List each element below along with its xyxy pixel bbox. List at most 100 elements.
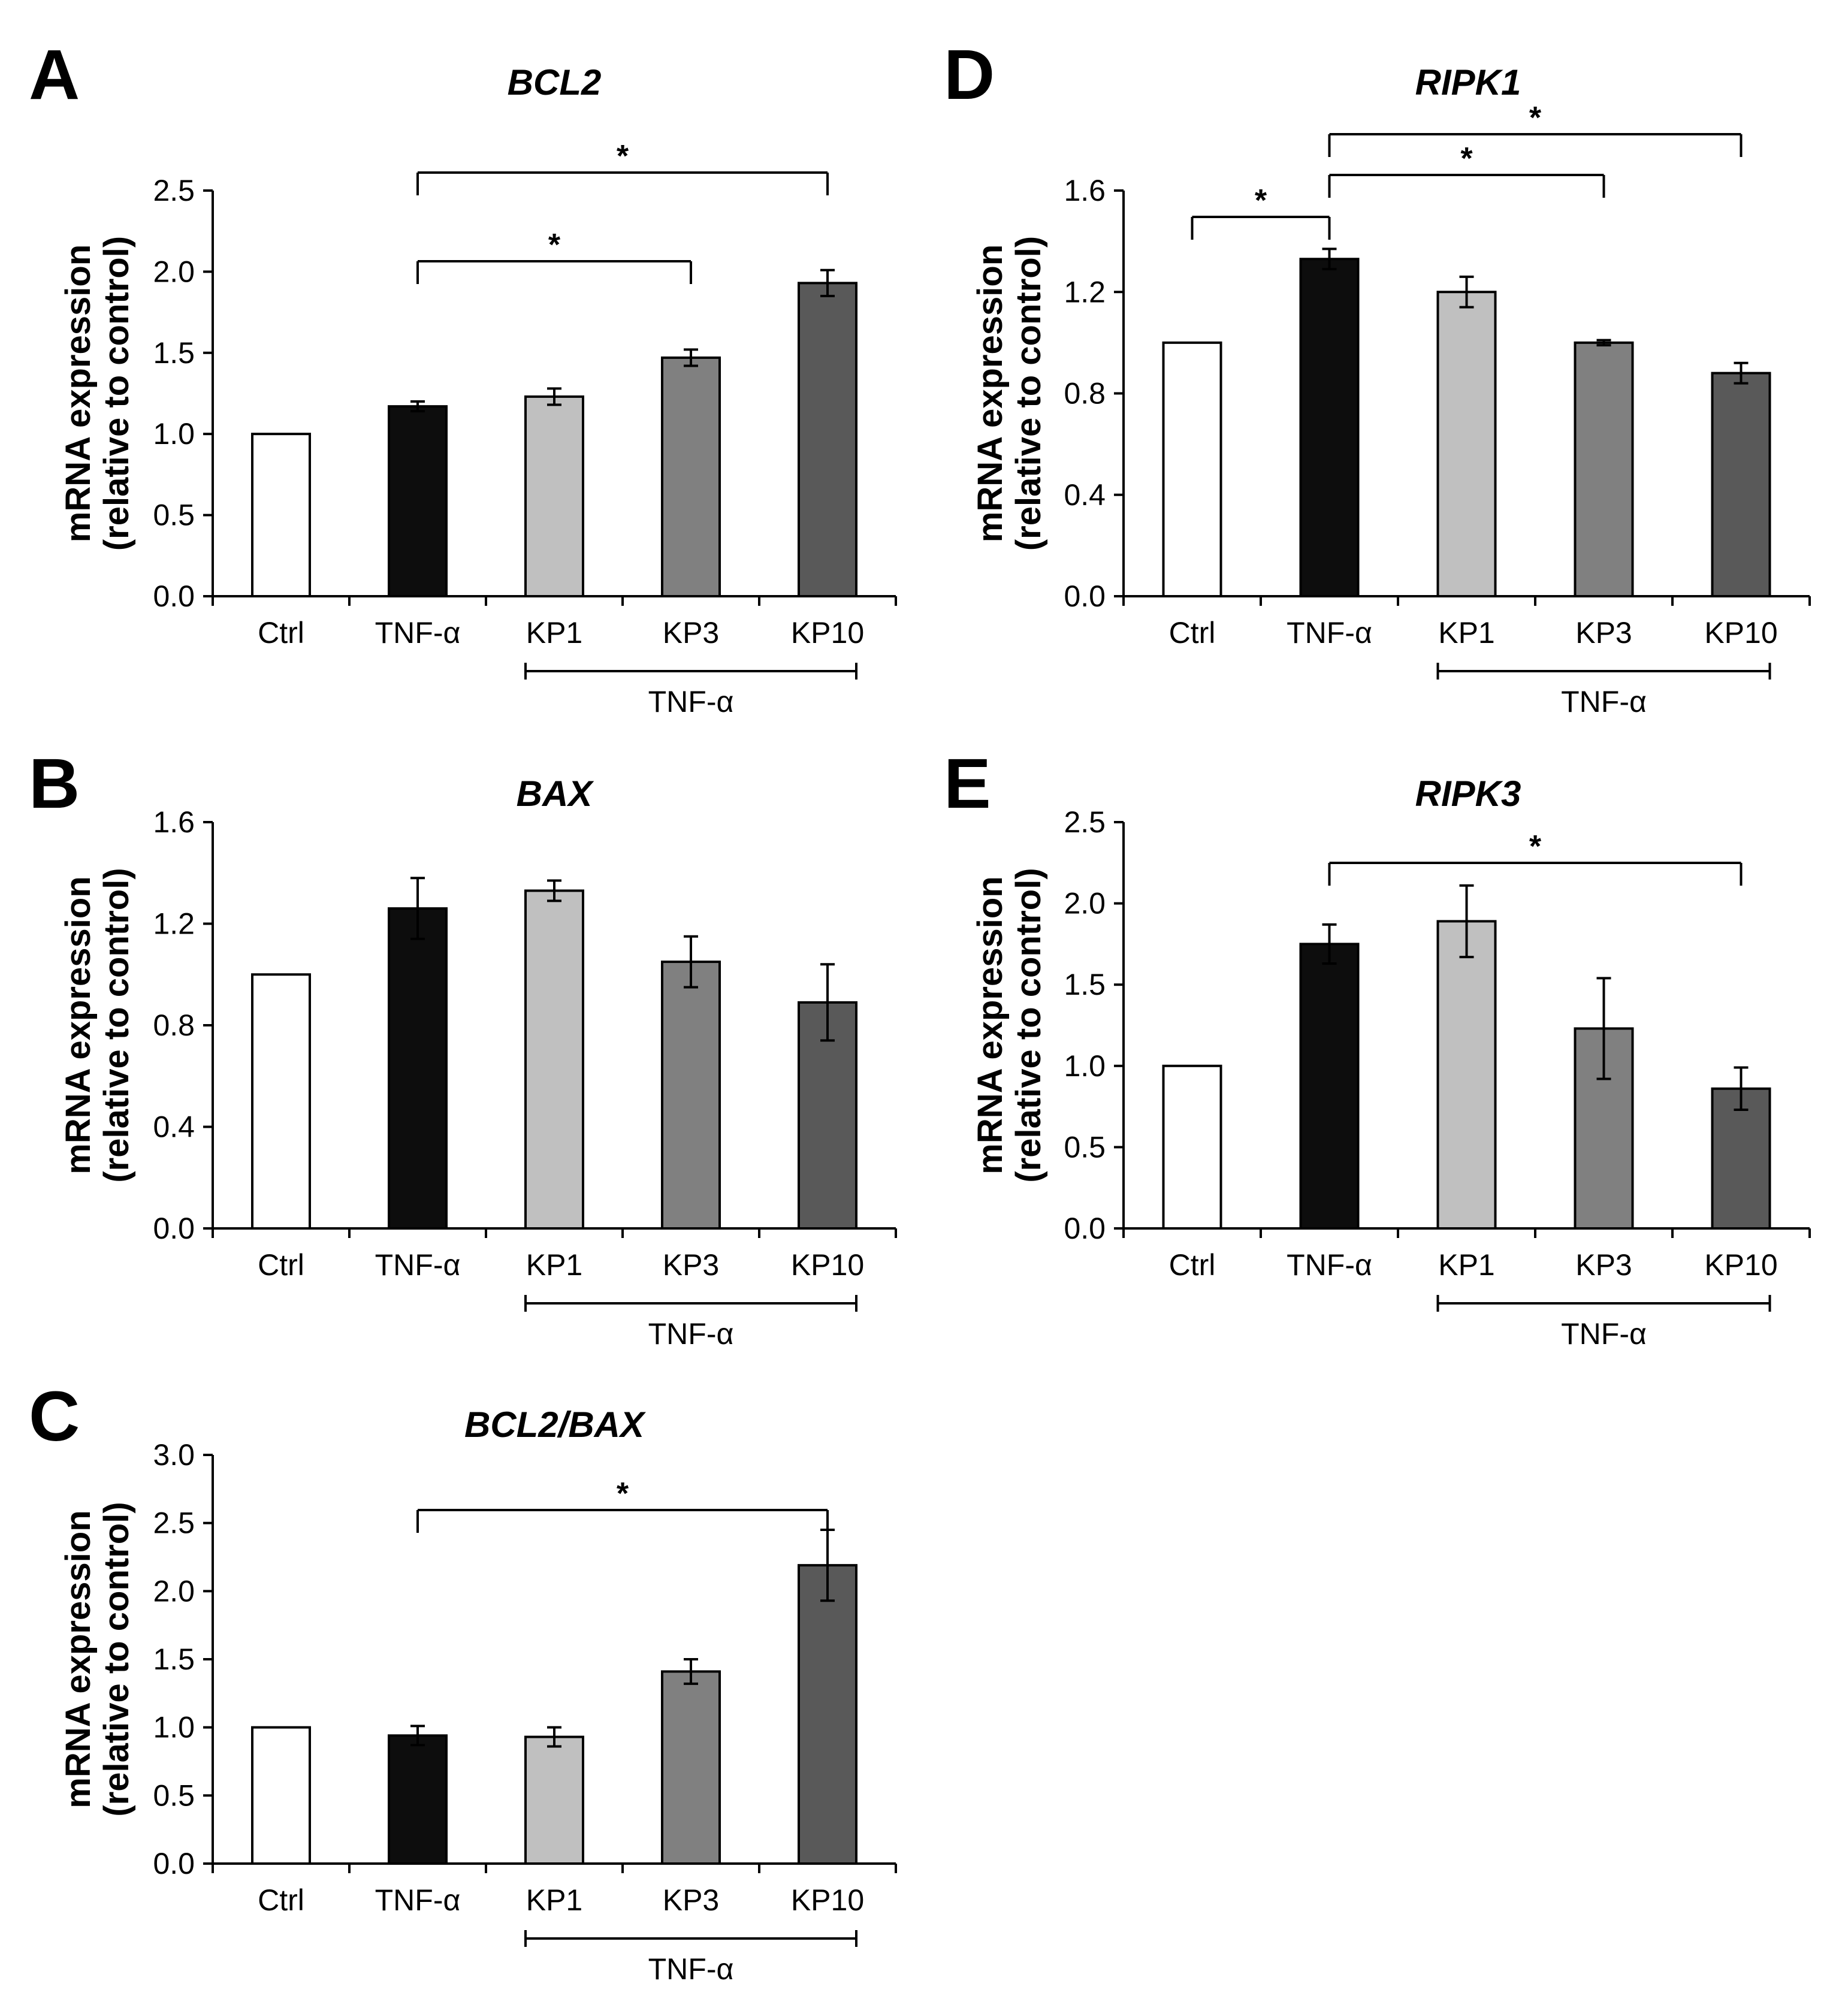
- significance-star: *: [1529, 101, 1542, 135]
- y-axis-label: (relative to control): [97, 868, 136, 1182]
- y-tick-label: 0.0: [153, 579, 195, 613]
- y-tick-label: 2.0: [153, 1574, 195, 1608]
- y-tick-label: 1.0: [153, 1711, 195, 1744]
- panel-a: A BCL2 mRNA expression (relative to control…: [29, 35, 897, 718]
- x-tick-label: Ctrl: [1169, 1248, 1216, 1282]
- y-tick-label: 1.2: [1064, 275, 1106, 309]
- x-tick-label: KP10: [791, 1883, 864, 1917]
- panel-letter: A: [29, 35, 80, 114]
- x-tick-label: Ctrl: [258, 616, 304, 650]
- bar-ctrl: [251, 433, 311, 597]
- y-tick-label: 1.6: [1064, 174, 1106, 207]
- panel-letter: E: [944, 744, 991, 823]
- x-tick-label: TNF-α: [375, 1883, 461, 1917]
- x-tick-label: Ctrl: [258, 1248, 304, 1282]
- bar-kp1: [524, 1735, 584, 1865]
- group-label: TNF-α: [1561, 1317, 1647, 1351]
- bar-kp3: [1574, 341, 1634, 597]
- y-tick-label: 0.0: [1064, 579, 1106, 613]
- panel-letter: B: [29, 744, 80, 823]
- y-axis-label: (relative to control): [97, 236, 136, 551]
- panel-letter: C: [29, 1377, 80, 1456]
- y-tick-label: 2.5: [153, 1506, 195, 1540]
- x-tick-label: KP1: [1438, 616, 1495, 650]
- panel-e: E RIPK3 mRNA expression (relative to contro…: [944, 744, 1811, 1351]
- x-tick-label: TNF-α: [375, 616, 461, 650]
- bar-kp3: [661, 356, 721, 597]
- bar-ctrl: [1162, 341, 1222, 597]
- bar-tnf: [1299, 943, 1360, 1230]
- y-tick-label: 0.5: [1064, 1130, 1106, 1164]
- y-tick-label: 0.4: [1064, 478, 1106, 512]
- bar-kp1: [524, 395, 584, 598]
- bar-ctrl: [251, 1726, 311, 1865]
- significance-star: *: [548, 228, 561, 262]
- x-tick-label: KP3: [1575, 616, 1632, 650]
- x-tick-label: KP10: [1704, 616, 1777, 650]
- x-tick-label: Ctrl: [258, 1883, 304, 1917]
- y-axis-label: (relative to control): [1009, 868, 1048, 1182]
- panel-c: C BCL2/BAX mRNA expression (relative to con…: [29, 1377, 897, 1986]
- significance-star: *: [617, 139, 629, 174]
- chart-title: BAX: [517, 774, 595, 814]
- x-tick-label: KP10: [791, 1248, 864, 1282]
- x-tick-label: KP1: [526, 1883, 583, 1917]
- x-tick-label: KP3: [663, 1248, 720, 1282]
- x-tick-label: KP3: [1575, 1248, 1632, 1282]
- x-tick-label: KP10: [1704, 1248, 1777, 1282]
- y-tick-label: 1.0: [153, 417, 195, 451]
- bar-ctrl: [251, 973, 311, 1230]
- y-tick-label: 2.0: [1064, 887, 1106, 920]
- y-tick-label: 2.0: [153, 255, 195, 288]
- y-tick-label: 1.5: [153, 1642, 195, 1676]
- x-tick-label: KP10: [791, 616, 864, 650]
- y-tick-label: 1.6: [153, 805, 195, 839]
- y-tick-label: 1.5: [1064, 968, 1106, 1001]
- y-tick-label: 1.2: [153, 907, 195, 941]
- x-tick-label: KP1: [526, 616, 583, 650]
- y-axis-label: mRNA expression: [59, 1510, 98, 1808]
- y-tick-label: 0.5: [153, 499, 195, 532]
- y-tick-label: 1.5: [153, 336, 195, 370]
- chart-title: RIPK3: [1415, 774, 1521, 814]
- y-axis-label: mRNA expression: [59, 876, 98, 1174]
- group-label: TNF-α: [648, 1317, 734, 1351]
- y-axis-label: mRNA expression: [971, 876, 1010, 1174]
- y-tick-label: 0.0: [153, 1847, 195, 1880]
- y-tick-label: 0.8: [1064, 377, 1106, 410]
- bar-kp1: [1436, 920, 1497, 1230]
- bar-kp3: [661, 961, 721, 1230]
- bar-kp3: [661, 1670, 721, 1865]
- y-axis-label: mRNA expression: [971, 244, 1010, 542]
- panel-d: D RIPK1 mRNA expression (relative to contro…: [944, 35, 1811, 718]
- chart-title: BCL2/BAX: [464, 1405, 647, 1445]
- bar-kp10: [1711, 372, 1771, 598]
- x-tick-label: KP3: [663, 1883, 720, 1917]
- x-tick-label: KP1: [526, 1248, 583, 1282]
- bar-tnf: [388, 907, 448, 1230]
- panel-letter: D: [944, 35, 995, 114]
- y-tick-label: 2.5: [1064, 805, 1106, 839]
- x-tick-label: TNF-α: [375, 1248, 461, 1282]
- significance-star: *: [1529, 829, 1542, 864]
- significance-star: *: [617, 1476, 629, 1511]
- group-label: TNF-α: [648, 1952, 734, 1986]
- y-tick-label: 2.5: [153, 174, 195, 207]
- bar-kp10: [798, 282, 857, 597]
- group-label: TNF-α: [1561, 685, 1647, 718]
- y-tick-label: 1.0: [1064, 1049, 1106, 1083]
- x-tick-label: TNF-α: [1287, 616, 1372, 650]
- bar-tnf: [388, 1734, 448, 1865]
- bar-ctrl: [1162, 1064, 1222, 1230]
- x-tick-label: KP1: [1438, 1248, 1495, 1282]
- panel-b: B BAX mRNA expression (relative to control)…: [29, 744, 897, 1351]
- significance-star: *: [1255, 183, 1267, 218]
- x-tick-label: Ctrl: [1169, 616, 1216, 650]
- chart-title: RIPK1: [1415, 62, 1521, 102]
- y-tick-label: 0.0: [1064, 1212, 1106, 1245]
- bar-tnf: [1299, 258, 1360, 597]
- y-tick-label: 0.0: [153, 1212, 195, 1245]
- y-axis-label: (relative to control): [97, 1502, 136, 1816]
- y-tick-label: 0.5: [153, 1778, 195, 1812]
- x-tick-label: KP3: [663, 616, 720, 650]
